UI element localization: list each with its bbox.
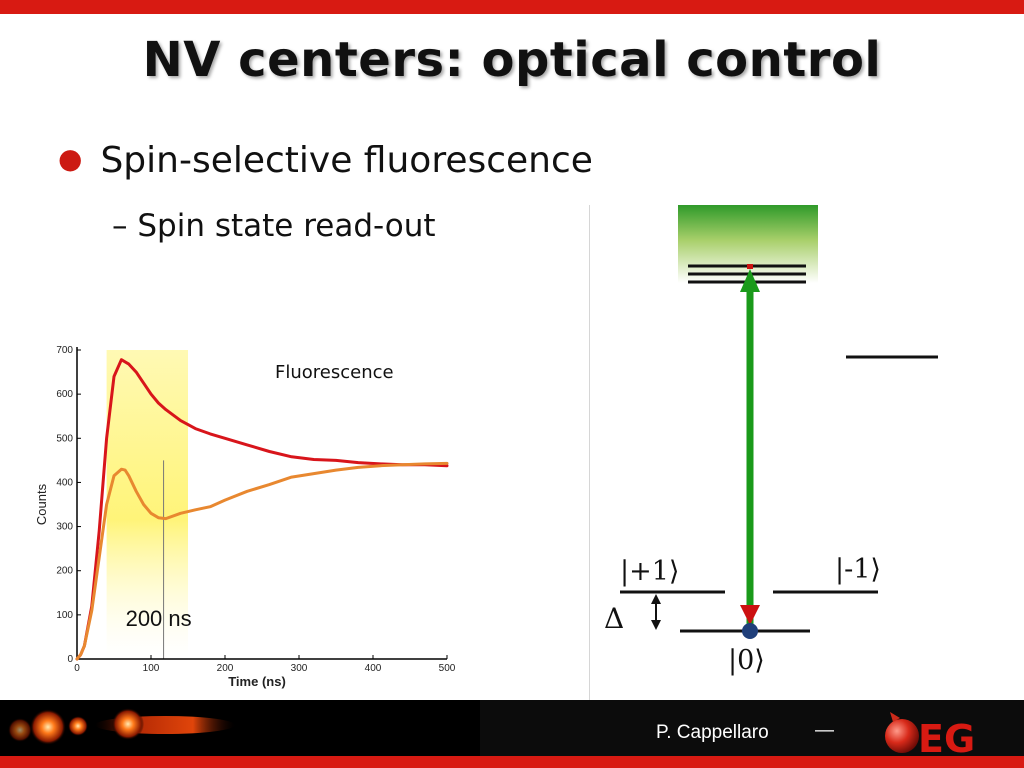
- footer-dash: —: [815, 720, 834, 741]
- qeg-logo: EG: [885, 712, 975, 756]
- y-tick-label: 400: [56, 477, 73, 488]
- bullet-item: ● Spin-selective fluorescence: [58, 140, 593, 181]
- footer-glow-graphic: [8, 708, 235, 745]
- series-line-orange: [75, 461, 449, 661]
- x-tick-label: 100: [143, 663, 160, 674]
- x-tick-label: 400: [365, 663, 382, 674]
- decay-arrow-top-icon: [747, 264, 753, 269]
- x-tick-label: 0: [74, 663, 80, 674]
- bullet-text: Spin-selective fluorescence: [100, 140, 593, 181]
- fluorescence-annotation: Fluorescence: [275, 362, 394, 383]
- x-tick-label: 200: [217, 663, 234, 674]
- readout-highlight-window: [106, 350, 188, 659]
- excited-state-band: [678, 205, 818, 283]
- delta-arrow-up-icon: [651, 594, 661, 604]
- delta-arrow-down-icon: [651, 620, 661, 630]
- delta-label: Δ: [604, 602, 624, 635]
- series-line-red: [75, 358, 449, 661]
- y-tick-label: 200: [56, 566, 73, 577]
- footer-red-band: [0, 756, 1024, 768]
- zero-label: |0⟩: [728, 645, 765, 676]
- logo-text: EG: [918, 717, 975, 756]
- ground-state-dot-icon: [742, 623, 758, 639]
- minus-one-label: |-1⟩: [835, 554, 881, 585]
- energy-level-diagram: Δ |+1⟩ |-1⟩ |0⟩: [604, 205, 938, 676]
- slide-title: NV centers: optical control: [142, 32, 882, 88]
- top-accent-bar: [0, 0, 1024, 14]
- x-axis-label: Time (ns): [228, 674, 286, 689]
- plus-one-label: |+1⟩: [620, 556, 679, 587]
- series-group: [75, 358, 449, 661]
- x-tick-label: 300: [291, 663, 308, 674]
- y-axis-label: Counts: [34, 483, 49, 525]
- footer-fluorescence-image: [0, 700, 480, 756]
- logo-pointer-icon: [890, 712, 900, 722]
- y-tick-label: 0: [67, 654, 73, 665]
- logo-ball-icon: [885, 719, 919, 753]
- bullet-dot-icon: ●: [58, 142, 83, 175]
- y-tick-label: 600: [56, 389, 73, 400]
- y-tick-label: 500: [56, 433, 73, 444]
- column-divider: [589, 205, 590, 700]
- y-tick-label: 700: [56, 345, 73, 356]
- sub-bullet-item: – Spin state read-out: [112, 208, 436, 244]
- x-tick-label: 500: [439, 663, 456, 674]
- excitation-arrow-head-icon: [740, 269, 760, 292]
- window-annotation: 200 ns: [126, 606, 192, 631]
- footer: P. Cappellaro — EG: [0, 700, 1024, 768]
- decay-arrow-head-icon: [740, 605, 760, 625]
- y-tick-label: 100: [56, 610, 73, 621]
- y-tick-label: 300: [56, 522, 73, 533]
- footer-author: P. Cappellaro: [656, 722, 769, 743]
